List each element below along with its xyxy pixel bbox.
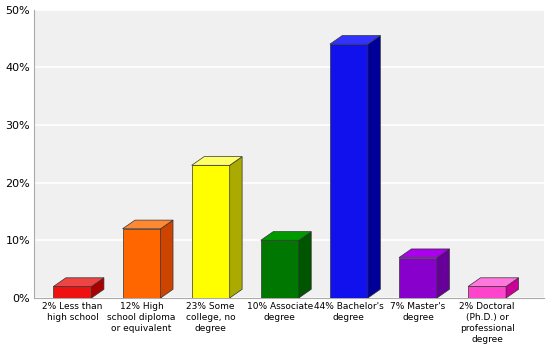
Polygon shape	[123, 229, 161, 298]
Polygon shape	[91, 278, 104, 298]
Polygon shape	[261, 240, 299, 298]
Polygon shape	[468, 278, 519, 286]
Polygon shape	[330, 44, 368, 298]
Polygon shape	[437, 249, 449, 298]
Polygon shape	[53, 286, 91, 298]
Polygon shape	[192, 157, 242, 165]
Polygon shape	[161, 220, 173, 298]
Polygon shape	[399, 258, 437, 298]
Polygon shape	[299, 232, 311, 298]
Polygon shape	[368, 35, 381, 298]
Polygon shape	[330, 35, 381, 44]
Polygon shape	[123, 220, 173, 229]
Polygon shape	[399, 249, 449, 258]
Polygon shape	[230, 157, 242, 298]
Polygon shape	[506, 278, 519, 298]
Polygon shape	[468, 286, 506, 298]
Polygon shape	[192, 165, 230, 298]
Polygon shape	[53, 278, 104, 286]
Polygon shape	[261, 232, 311, 240]
